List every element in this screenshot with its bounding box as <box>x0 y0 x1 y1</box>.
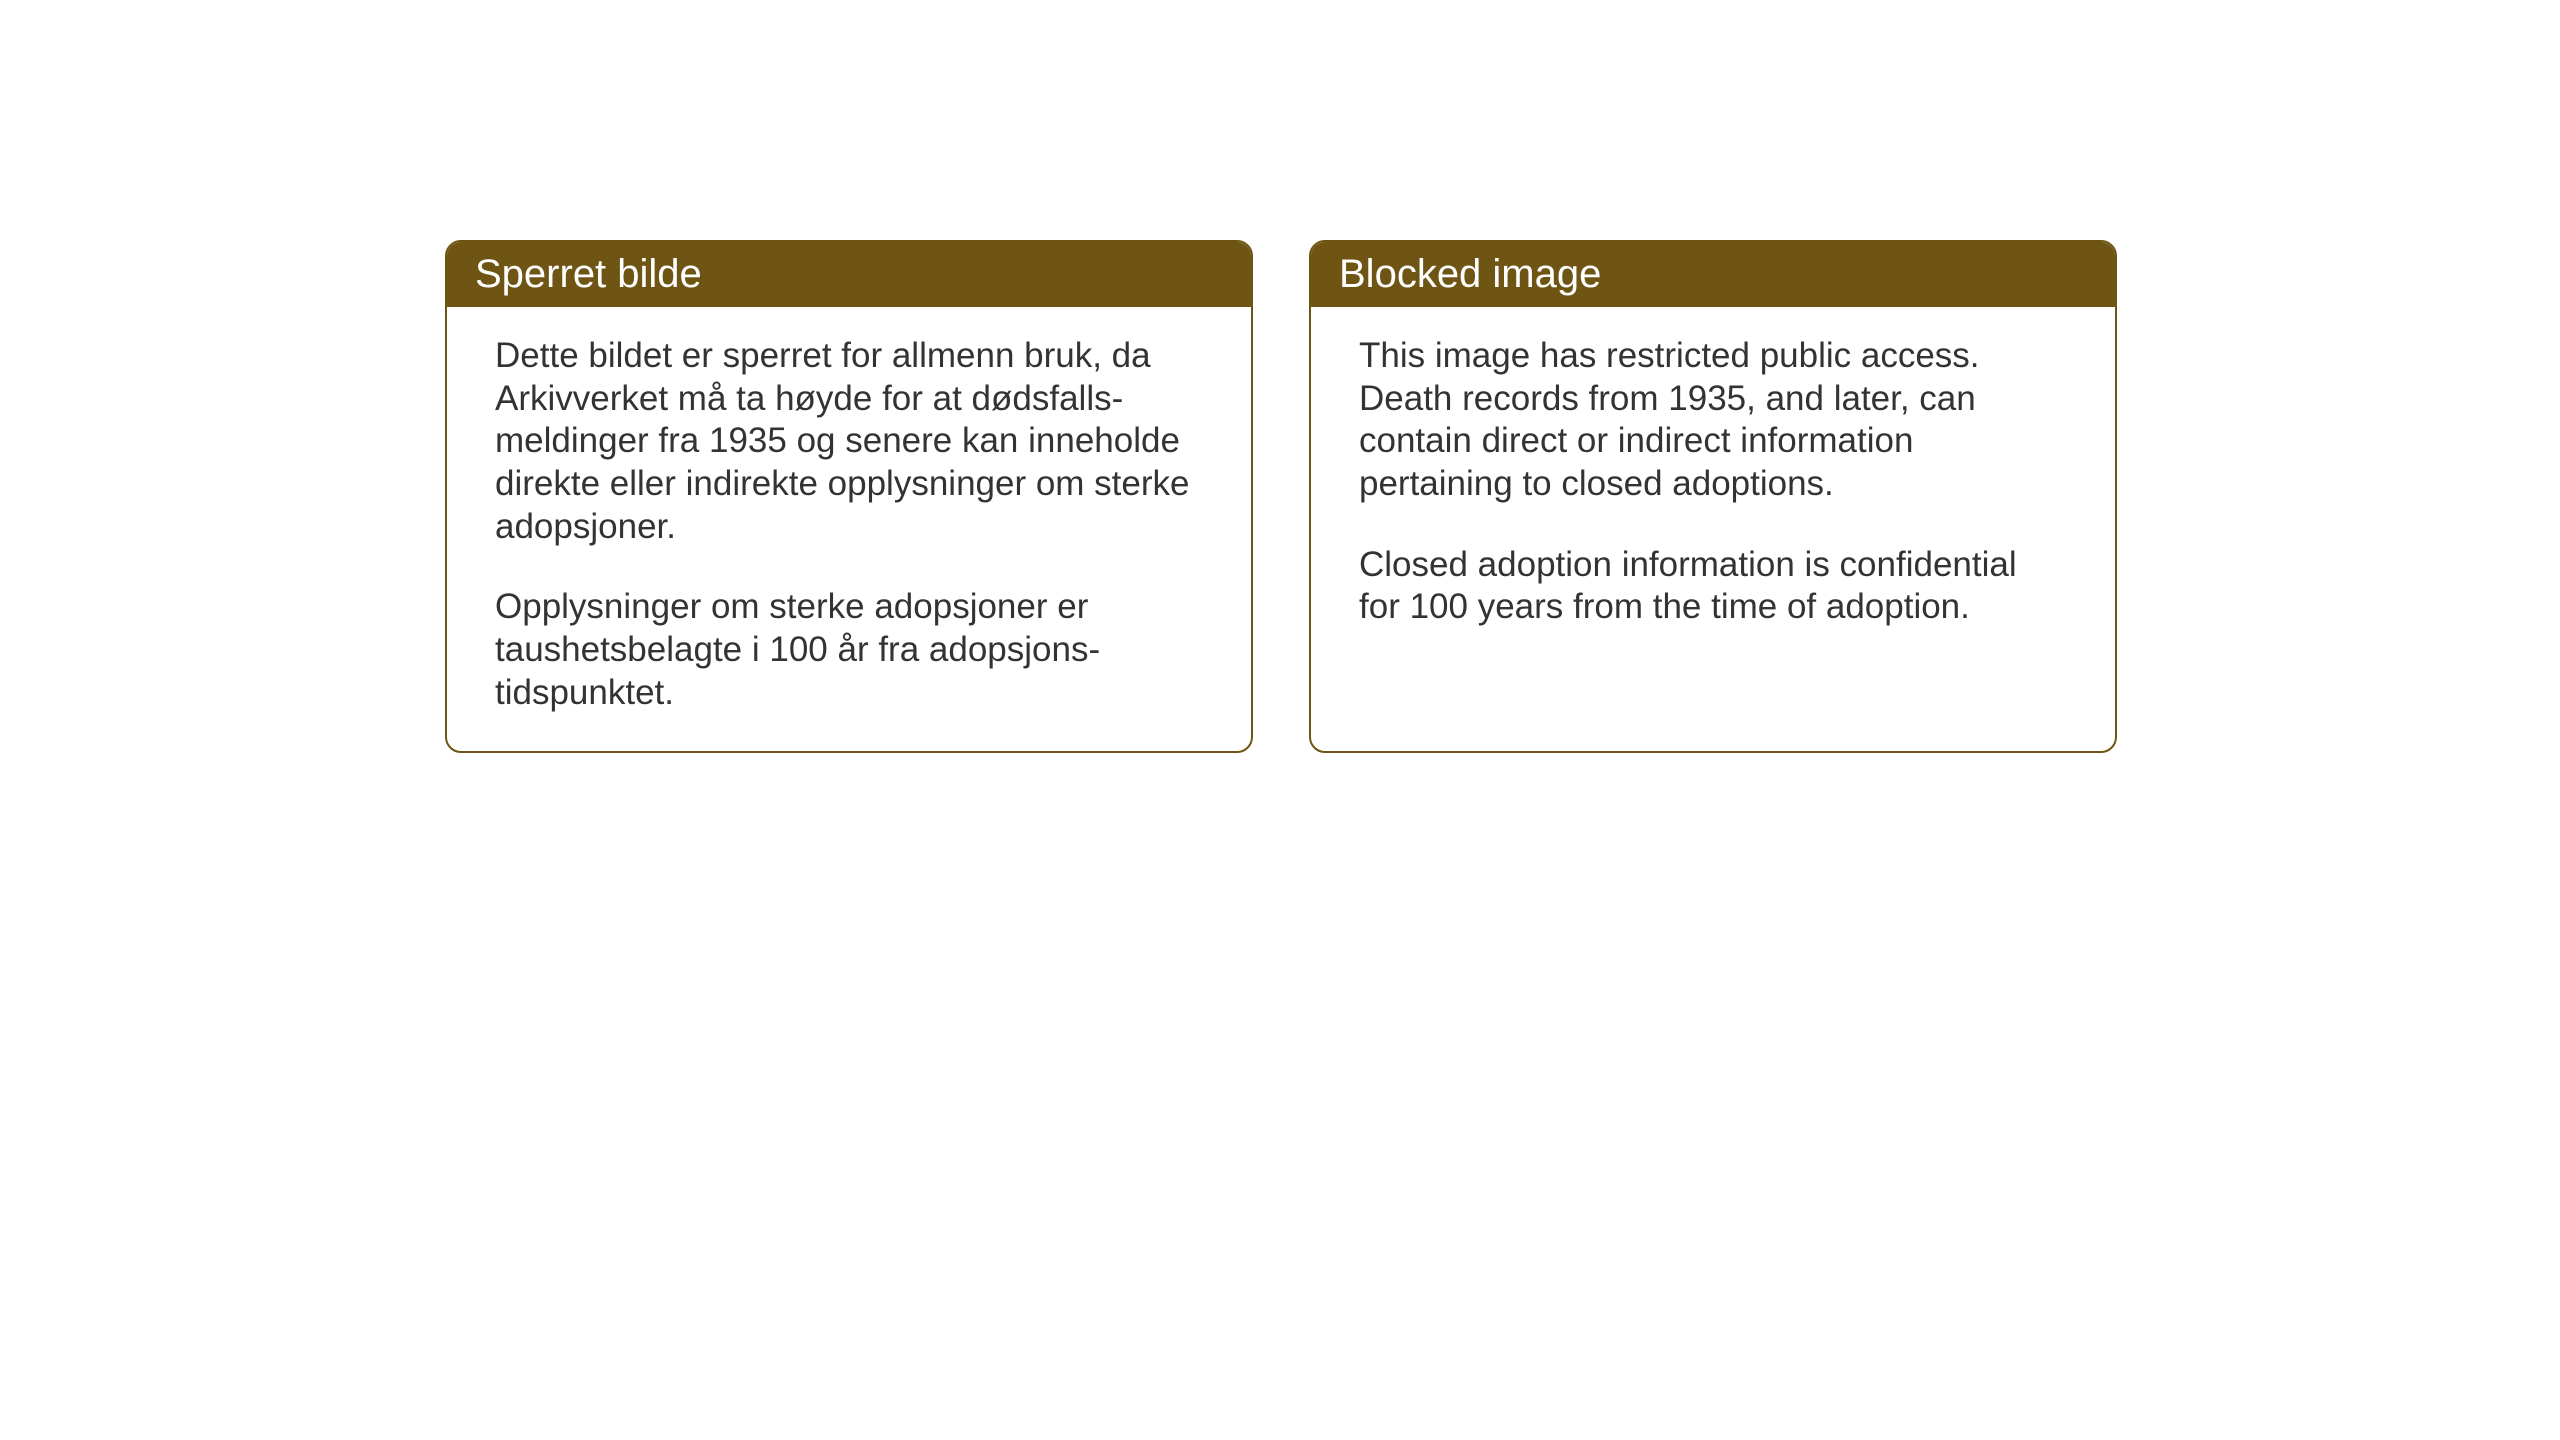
english-paragraph-1: This image has restricted public access.… <box>1359 335 2067 506</box>
english-card-title: Blocked image <box>1339 252 1601 296</box>
norwegian-paragraph-2: Opplysninger om sterke adopsjoner er tau… <box>495 586 1203 714</box>
norwegian-card-body: Dette bildet er sperret for allmenn bruk… <box>447 307 1251 751</box>
english-notice-card: Blocked image This image has restricted … <box>1309 240 2117 753</box>
norwegian-card-header: Sperret bilde <box>447 242 1251 307</box>
english-card-body: This image has restricted public access.… <box>1311 307 2115 665</box>
norwegian-card-title: Sperret bilde <box>475 252 702 296</box>
norwegian-paragraph-1: Dette bildet er sperret for allmenn bruk… <box>495 335 1203 548</box>
notice-container: Sperret bilde Dette bildet er sperret fo… <box>445 240 2117 753</box>
norwegian-notice-card: Sperret bilde Dette bildet er sperret fo… <box>445 240 1253 753</box>
english-paragraph-2: Closed adoption information is confident… <box>1359 544 2067 629</box>
english-card-header: Blocked image <box>1311 242 2115 307</box>
